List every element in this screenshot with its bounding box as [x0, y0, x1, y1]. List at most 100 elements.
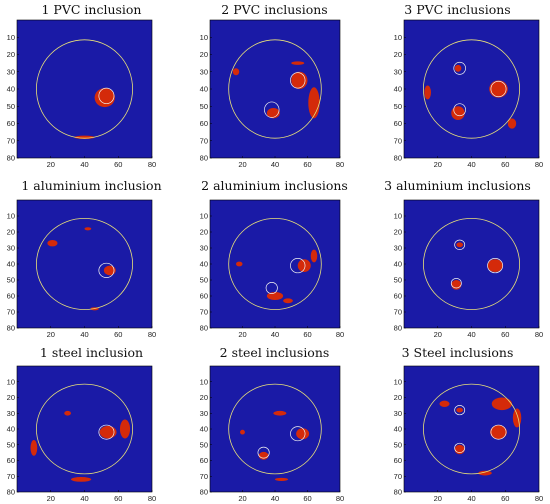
- panel-title-2al: 2 aluminium inclusions: [201, 178, 348, 193]
- y-tick-label: 40: [394, 260, 402, 269]
- reconstruction-blob: [451, 106, 465, 121]
- x-tick-label: 60: [303, 494, 311, 503]
- reconstruction-blob: [490, 425, 507, 440]
- x-tick-label: 80: [336, 160, 344, 169]
- y-tick-label: 80: [394, 324, 402, 333]
- y-tick-label: 10: [7, 33, 15, 42]
- y-tick-label: 40: [200, 85, 208, 94]
- reconstruction-blob: [64, 410, 71, 416]
- x-tick-label: 40: [271, 160, 279, 169]
- y-tick-label: 50: [394, 276, 402, 285]
- y-tick-label: 30: [394, 409, 402, 418]
- y-tick-label: 60: [7, 456, 15, 465]
- plot-panel-8: 10 20 30 40 50 60 70 80 20 40 60 80: [200, 365, 344, 503]
- tank-boundary-circle: [228, 217, 322, 310]
- y-tick-label: 40: [200, 260, 208, 269]
- x-tick-label: 80: [535, 160, 543, 169]
- x-tick-label: 60: [114, 330, 122, 339]
- y-tick-label: 60: [200, 119, 208, 128]
- x-tick-label: 60: [501, 494, 509, 503]
- panel-title-2pvc: 2 PVC inclusions: [221, 2, 328, 17]
- plot-panel-1: 10 20 30 40 50 60 70 80 20 40 60 80: [7, 19, 156, 169]
- x-tick-label: 60: [303, 330, 311, 339]
- inclusion-outline: [290, 258, 306, 274]
- y-tick-label: 40: [7, 85, 15, 94]
- reconstruction-blob: [258, 451, 269, 460]
- x-tick-label: 20: [47, 160, 55, 169]
- reconstruction-blob: [71, 477, 92, 482]
- y-tick-label: 50: [394, 102, 402, 111]
- reconstruction-blob: [84, 227, 92, 231]
- y-tick-label: 60: [394, 456, 402, 465]
- reconstruction-blob: [489, 80, 508, 98]
- y-tick-label: 10: [200, 377, 208, 386]
- inclusion-outline: [265, 282, 278, 294]
- y-tick-label: 20: [7, 228, 15, 237]
- x-tick-label: 40: [467, 494, 475, 503]
- tank-boundary-circle: [36, 39, 133, 139]
- tank-boundary-circle: [423, 39, 520, 139]
- reconstruction-blob: [439, 400, 450, 407]
- y-tick-label: 40: [7, 425, 15, 434]
- reconstruction-blob: [454, 64, 462, 72]
- plot-panel-7: 10 20 30 40 50 60 70 80 20 40 60 80: [7, 365, 156, 503]
- y-tick-label: 30: [200, 67, 208, 76]
- y-tick-label: 40: [394, 85, 402, 94]
- tank-boundary-circle: [423, 383, 520, 475]
- tank-boundary-circle: [228, 383, 322, 475]
- image-area: [403, 199, 540, 329]
- x-tick-label: 80: [148, 160, 156, 169]
- reconstruction-blob: [275, 477, 288, 481]
- y-tick-label: 30: [7, 409, 15, 418]
- x-tick-label: 20: [238, 330, 246, 339]
- inclusion-outline: [98, 87, 115, 105]
- y-tick-label: 80: [394, 154, 402, 163]
- reconstruction-blob: [232, 68, 240, 76]
- x-tick-label: 40: [80, 330, 88, 339]
- y-tick-label: 80: [200, 324, 208, 333]
- reconstruction-blob: [119, 419, 131, 439]
- x-tick-label: 20: [434, 494, 442, 503]
- reconstruction-blob: [424, 85, 431, 100]
- y-tick-label: 80: [394, 488, 402, 497]
- y-tick-label: 70: [7, 308, 15, 317]
- image-area: [403, 19, 540, 159]
- x-tick-label: 40: [80, 494, 88, 503]
- reconstruction-blob: [236, 261, 243, 267]
- reconstruction-blob: [94, 88, 115, 108]
- tank-boundary-circle: [228, 39, 322, 139]
- x-tick-label: 20: [238, 494, 246, 503]
- panel-title-1steel: 1 steel inclusion: [39, 345, 144, 360]
- tank-boundary-circle: [423, 217, 520, 310]
- inclusion-outline: [454, 239, 466, 250]
- y-tick-label: 10: [7, 377, 15, 386]
- tank-boundary-circle: [36, 217, 133, 310]
- y-tick-label: 50: [200, 440, 208, 449]
- image-area: [403, 365, 540, 493]
- image-area: [16, 19, 153, 159]
- reconstruction-blob: [308, 87, 320, 119]
- reconstruction-blob: [99, 425, 117, 439]
- x-tick-label: 80: [148, 330, 156, 339]
- x-tick-label: 20: [47, 494, 55, 503]
- image-area: [209, 365, 341, 493]
- y-tick-label: 80: [7, 488, 15, 497]
- inclusion-outline: [290, 426, 306, 442]
- x-tick-label: 80: [336, 494, 344, 503]
- inclusion-outline: [264, 101, 280, 118]
- y-tick-label: 70: [200, 472, 208, 481]
- tank-boundary-circle: [36, 383, 133, 475]
- reconstruction-blob: [47, 240, 58, 247]
- panel-title-3pvc: 3 PVC inclusions: [404, 2, 511, 17]
- inclusion-outline: [98, 424, 115, 440]
- plot-panel-2: 10 20 30 40 50 60 70 80 20 40 60 80: [200, 19, 344, 169]
- y-tick-label: 20: [7, 50, 15, 59]
- reconstruction-blob: [266, 292, 284, 300]
- y-tick-label: 80: [7, 324, 15, 333]
- inclusion-outline: [450, 278, 462, 289]
- x-tick-label: 20: [434, 160, 442, 169]
- y-tick-label: 70: [7, 136, 15, 145]
- x-tick-label: 60: [501, 160, 509, 169]
- reconstruction-blob: [310, 249, 318, 263]
